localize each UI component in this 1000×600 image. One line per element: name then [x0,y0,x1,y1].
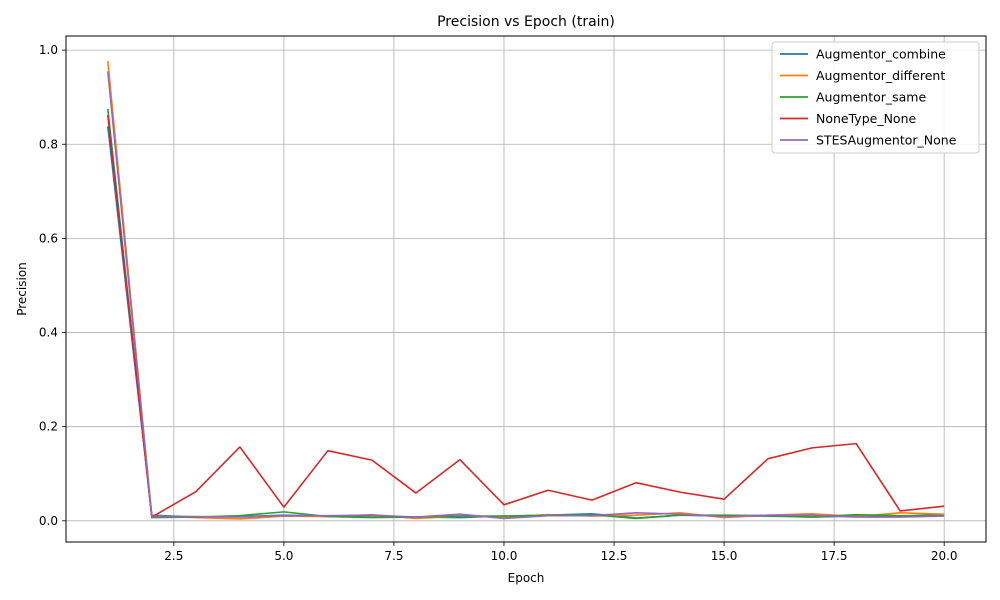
x-tick-label: 7.5 [384,549,403,563]
y-axis-label: Precision [15,262,29,316]
series-line-nonetype-none [107,114,945,518]
x-tick-label: 5.0 [274,549,293,563]
y-tick-label: 0.4 [39,326,58,340]
x-axis-ticks: 2.5 5.0 7.5 10.0 12.5 15.0 17.5 20.0 [164,542,958,563]
legend-label: STESAugmentor_None [816,133,957,148]
legend-label: Augmentor_same [816,90,926,105]
series-lines [107,60,945,520]
y-tick-label: 0.8 [39,137,58,151]
legend: Augmentor_combine Augmentor_different Augm… [771,41,980,154]
x-tick-label: 10.0 [491,549,518,563]
y-axis-ticks: 0.0 0.2 0.4 0.6 0.8 1.0 [39,43,66,528]
plot-frame [65,35,987,543]
x-tick-label: 12.5 [601,549,628,563]
legend-box [771,41,980,154]
x-tick-label: 20.0 [931,549,958,563]
x-tick-label: 2.5 [164,549,183,563]
series-line-stesaugmentor-none [107,71,945,520]
y-tick-label: 1.0 [39,43,58,57]
legend-label: Augmentor_different [816,68,945,83]
legend-label: Augmentor_combine [816,47,946,62]
x-axis-label: Epoch [508,571,545,585]
chart-title: Precision vs Epoch (train) [437,14,615,30]
y-tick-label: 0.0 [39,514,58,528]
x-tick-label: 17.5 [821,549,848,563]
y-tick-label: 0.2 [39,420,58,434]
y-tick-label: 0.6 [39,231,58,245]
series-line-augmentor-same [107,108,945,520]
legend-label: NoneType_None [816,111,916,126]
x-tick-label: 15.0 [711,549,738,563]
